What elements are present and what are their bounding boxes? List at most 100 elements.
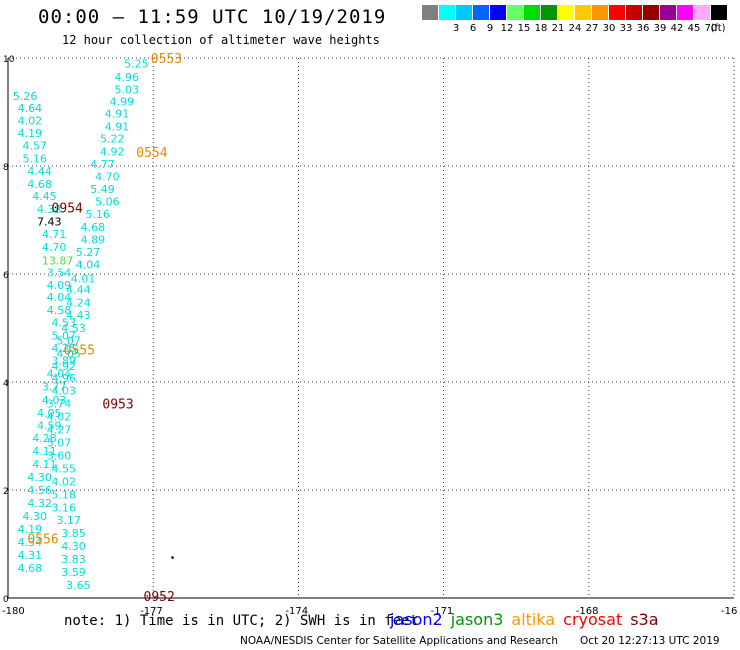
wave-height-value: 4.77 [90,158,115,171]
wave-height-value: 4.56 [27,484,52,497]
wave-height-value: 4.59 [37,420,62,433]
y-tick-label: 10 [3,55,15,65]
y-tick-label: 0 [3,595,9,605]
wave-height-value: 4.02 [47,411,72,424]
wave-height-value: 4.92 [100,145,125,158]
wave-height-value: 5.16 [23,152,48,165]
color-swatch [592,5,609,20]
color-scale-label: 18 [534,23,548,34]
color-swatch [456,5,473,20]
color-scale-label: 33 [619,23,633,34]
color-swatch [660,5,677,20]
color-scale-label: 39 [653,23,667,34]
wave-height-value: 4.96 [114,71,139,84]
wave-height-value: 4.68 [18,562,43,575]
pass-time-label: 0553 [151,52,182,67]
y-tick-label: 6 [3,271,9,281]
wave-height-value: 4.89 [81,233,106,246]
wave-height-value: 5.07 [56,334,81,347]
color-swatch [558,5,575,20]
wave-height-value: 4.58 [47,304,72,317]
wave-height-value: 4.91 [105,121,130,134]
color-swatch [439,5,456,20]
chart-title: 00:00 – 11:59 UTC 10/19/2019 [38,6,387,28]
wave-height-value: 4.34 [18,536,43,549]
wave-height-value: 4.30 [27,471,52,484]
wave-height-value: 4.32 [27,497,52,510]
y-tick-label: 2 [3,487,9,497]
plot-marks: 5.254.965.034.994.914.915.224.924.774.70… [13,52,182,605]
wave-height-value: 4.43 [66,309,91,322]
wave-height-value: 4.03 [52,385,76,398]
pass-time-label: 0555 [64,344,95,359]
wave-height-value: 4.55 [52,462,76,475]
wave-height-value: 3.54 [47,266,72,279]
color-scale-label: 30 [602,23,616,34]
pass-time-label: 0952 [144,590,175,605]
color-swatch [490,5,507,20]
wave-height-value: 4.02 [18,115,43,128]
wave-height-value: 4.31 [18,549,43,562]
wave-height-value: 5.27 [76,246,101,259]
color-swatch [711,5,728,20]
pass-time-label: 0953 [102,398,133,413]
wave-height-value: 5.16 [85,208,110,221]
wave-height-value: 4.53 [61,322,86,335]
color-scale-label: 70 [704,23,718,34]
color-swatch [507,5,524,20]
wave-height-value: 4.01 [71,272,96,285]
wave-height-value: 4.70 [95,170,120,183]
mission-legend-item: jason2 [390,610,443,629]
wave-height-value: 4.03 [42,394,67,407]
wave-height-value: 4.92 [52,360,76,373]
color-scale-label: 42 [670,23,684,34]
chart-subtitle: 12 hour collection of altimeter wave hei… [62,33,380,47]
wave-height-value: 4.25 [52,342,76,355]
color-scale-label: 45 [687,23,701,34]
wave-height-value: 4.53 [52,317,76,330]
wave-height-value: 4.27 [47,424,72,437]
wave-height-value: 5.07 [47,436,72,449]
wave-height-value: 5.22 [100,132,125,145]
color-scale-label: 6 [469,23,477,34]
data-point-marker [171,556,174,559]
color-swatch [609,5,626,20]
wave-height-value: 4.30 [23,510,48,523]
color-swatch [541,5,558,20]
color-scale-label: 21 [551,23,565,34]
wave-height-value: 5.25 [124,57,149,70]
color-swatch [524,5,541,20]
wave-height-value: 4.05 [37,407,62,420]
wave-height-value: 4.05 [56,347,81,360]
x-tick-label: -177 [140,606,163,617]
wave-height-value: 4.96 [52,372,76,385]
wave-height-value: 4.44 [66,284,91,297]
color-scale-label: 9 [486,23,494,34]
wave-height-value: 5.06 [95,196,120,209]
color-scale-label: 15 [517,23,531,34]
footer-timestamp: Oct 20 12:27:13 UTC 2019 [580,635,720,647]
pass-time-label: 0554 [136,146,167,161]
wave-height-value: 3.59 [61,566,86,579]
color-scale-label: 27 [585,23,599,34]
wave-height-value: 7.43 [37,216,62,229]
color-scale-unit: (ft) [710,23,726,34]
wave-height-value: 3.83 [61,553,86,566]
mission-legend-item: altika [511,610,556,629]
color-scale-label: 36 [636,23,650,34]
plot-grid [8,57,735,598]
color-swatch [422,5,439,20]
wave-height-value: 3.65 [66,579,91,592]
color-swatch [643,5,660,20]
wave-height-value: 3.85 [61,527,86,540]
color-swatch [677,5,694,20]
color-swatch [694,5,711,20]
wave-height-value: 4.19 [18,523,43,536]
wave-height-value: 3.89 [52,354,76,367]
wave-height-value: 4.38 [37,203,62,216]
wave-height-value: 4.57 [23,139,48,152]
wave-height-value: 4.02 [52,475,76,488]
wave-height-value: 3.77 [42,380,67,393]
x-tick-label: -171 [431,606,454,617]
x-tick-label: -174 [285,606,308,617]
